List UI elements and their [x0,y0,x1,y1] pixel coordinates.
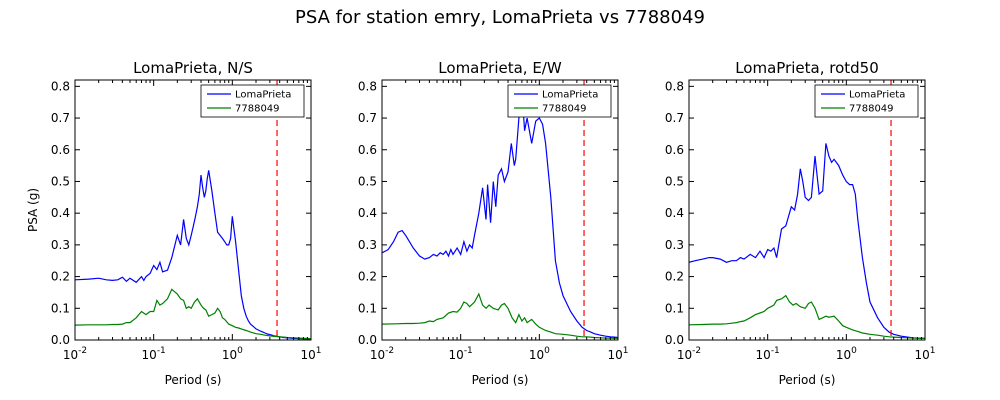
series-line [382,89,618,339]
y-tick-label: 0.2 [358,270,377,284]
y-tick-label: 0.8 [358,79,377,93]
panels: LomaPrieta, N/S 0.0 0.1 0.2 0.3 0.4 0.5 0.6 0.7 0… [26,59,936,387]
legend-frame [200,84,305,118]
y-tick-label: 0.5 [358,174,377,188]
y-tick-label: 0.3 [358,238,377,252]
y-tick-label: 0.1 [51,301,70,315]
y-tick-label: 0.2 [665,270,684,284]
x-tick-label: 10-1 [142,346,166,362]
y-axis-label: PSA (g) [26,188,40,232]
legend-label: 7788049 [849,104,894,115]
legend: LomaPrieta 7788049 [814,84,919,118]
y-tick-label: 0.4 [665,206,684,220]
y-tick-label: 0.6 [358,143,377,157]
chart-panel: LomaPrieta, rotd50 0.0 0.1 0.2 0.3 0.4 0.5 0.6 0… [665,59,936,387]
x-axis-label: Period (s) [165,373,222,387]
series-lines [382,80,618,340]
axes-frame [381,79,619,341]
y-tick-label: 0.1 [665,301,684,315]
panel-title: LomaPrieta, N/S [133,59,253,77]
x-tick-label: 10-2 [63,346,87,362]
x-tick-label: 101 [607,346,628,362]
y-tick-label: 0.7 [51,111,70,125]
figure-title: PSA for station emry, LomaPrieta vs 7788… [295,7,705,28]
y-tick-label: 0.3 [51,238,70,252]
legend-label: 7788049 [235,104,280,115]
series-lines [75,80,311,340]
x-tick-label: 101 [300,346,321,362]
x-axis-label: Period (s) [779,373,836,387]
x-tick-label: 100 [529,346,550,362]
legend-frame [507,84,612,118]
axes-frame [688,79,926,341]
panel-title: LomaPrieta, E/W [438,59,562,77]
series-line [75,288,311,340]
series-line [689,143,925,339]
x-tick-label: 10-2 [677,346,701,362]
legend-label: 7788049 [542,104,587,115]
x-tick-label: 101 [914,346,935,362]
chart-panel: LomaPrieta, N/S 0.0 0.1 0.2 0.3 0.4 0.5 0.6 0.7 0… [26,59,322,387]
y-tick-label: 0.5 [51,174,70,188]
y-tick-label: 0.0 [358,333,377,347]
x-tick-label: 10-2 [370,346,394,362]
x-tick-label: 10-1 [449,346,473,362]
y-tick-label: 0.1 [358,301,377,315]
y-tick-label: 0.7 [358,111,377,125]
chart-panel: LomaPrieta, E/W 0.0 0.1 0.2 0.3 0.4 0.5 0.6 0.7 0… [358,59,629,387]
legend-label: LomaPrieta [235,90,291,101]
x-tick-label: 100 [222,346,243,362]
x-tick-label: 100 [836,346,857,362]
legend: LomaPrieta 7788049 [507,84,612,118]
legend-label: LomaPrieta [849,90,905,101]
panel-title: LomaPrieta, rotd50 [735,59,879,77]
y-tick-label: 0.3 [665,238,684,252]
y-tick-label: 0.6 [665,143,684,157]
y-tick-label: 0.2 [51,270,70,284]
y-tick-label: 0.8 [51,79,70,93]
x-axis-label: Period (s) [472,373,529,387]
legend-frame [814,84,919,118]
y-tick-label: 0.8 [665,79,684,93]
series-line [689,294,925,339]
x-tick-label: 10-1 [756,346,780,362]
legend: LomaPrieta 7788049 [200,84,305,118]
series-lines [689,80,925,340]
y-tick-label: 0.7 [665,111,684,125]
axes-frame [74,79,312,341]
series-line [382,292,618,339]
y-tick-label: 0.6 [51,143,70,157]
y-tick-label: 0.0 [665,333,684,347]
y-tick-label: 0.4 [51,206,70,220]
y-tick-label: 0.0 [51,333,70,347]
legend-label: LomaPrieta [542,90,598,101]
y-tick-label: 0.4 [358,206,377,220]
y-tick-label: 0.5 [665,174,684,188]
